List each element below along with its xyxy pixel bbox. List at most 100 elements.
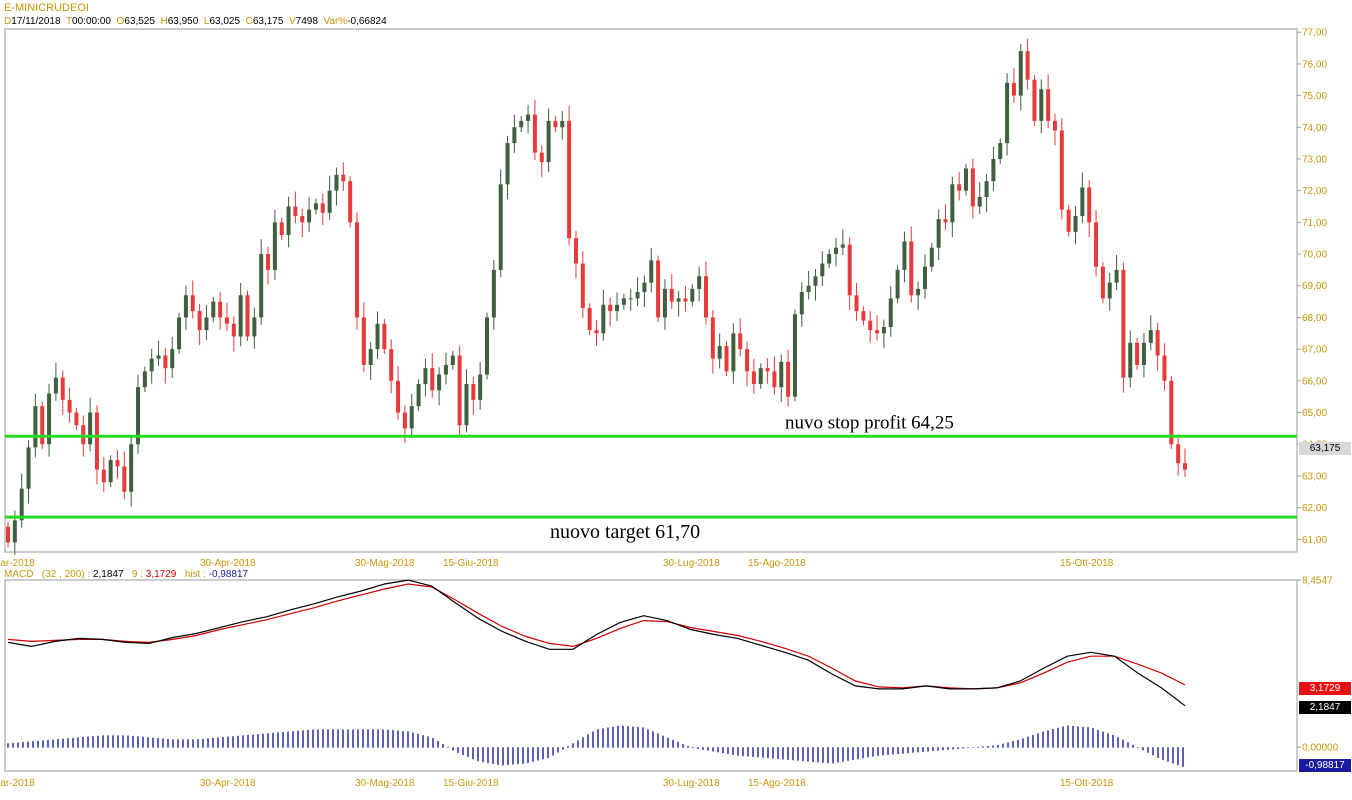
candle-body <box>888 298 893 327</box>
y-tick-label: 71,00 <box>1302 218 1327 229</box>
candle-body <box>67 399 72 413</box>
candle-body <box>252 317 257 337</box>
macd-info-bar: MACD (32 , 200) : 2,1847 9 : 3,1729 hist… <box>4 569 248 580</box>
candle-body <box>594 330 599 334</box>
candle-body <box>936 219 941 248</box>
x-tick-label: 30-Mag-2018 <box>355 558 415 569</box>
y-tick-label: 67,00 <box>1302 345 1327 356</box>
candle-body <box>697 276 702 289</box>
candle-body <box>1032 79 1037 121</box>
candle-body <box>122 466 127 492</box>
date-value: 17/11/2018 <box>11 16 61 27</box>
candle-body <box>464 384 469 426</box>
y-tick-label: 66,00 <box>1302 376 1327 387</box>
candle-body <box>443 364 448 375</box>
x-tick-label: Mar-2018 <box>0 558 35 569</box>
x-tick-label: 15-Giu-2018 <box>443 558 499 569</box>
candle-body <box>33 406 38 448</box>
volume-value: 7498 <box>295 16 318 27</box>
candle-body <box>820 263 825 277</box>
candle-body <box>485 317 490 375</box>
candle-body <box>1005 82 1010 144</box>
candle-body <box>628 298 633 300</box>
candle-body <box>293 206 298 217</box>
candle-body <box>53 377 58 394</box>
candle-body <box>1169 380 1174 445</box>
candle-body <box>943 219 948 223</box>
candle-body <box>1039 89 1044 121</box>
macd-y-tick-label: 0,00000 <box>1302 743 1339 754</box>
candle-body <box>450 355 455 365</box>
var-label: Var% <box>323 16 348 27</box>
candle-body <box>409 406 414 429</box>
candle-body <box>163 355 168 369</box>
high-value: 63,950 <box>167 16 199 27</box>
macd-params: (32 , 200) : <box>41 569 91 580</box>
candle-body <box>402 412 407 429</box>
candle-body <box>94 412 99 470</box>
candle-body <box>690 288 695 302</box>
close-value: 63,175 <box>252 16 284 27</box>
candle-body <box>423 368 428 385</box>
candle-body <box>183 295 188 318</box>
candle-body <box>1141 342 1146 365</box>
candle-body <box>1018 51 1023 96</box>
candle-body <box>772 371 777 388</box>
x-tick-label: 30-Lug-2018 <box>663 558 720 569</box>
time-value: 00:00:00 <box>72 16 111 27</box>
candle-body <box>546 120 551 163</box>
candle-body <box>751 371 756 385</box>
candle-body <box>758 368 763 385</box>
candle-body <box>149 358 154 372</box>
candle-body <box>717 345 722 359</box>
y-tick-label: 72,00 <box>1302 186 1327 197</box>
y-tick-label: 68,00 <box>1302 313 1327 324</box>
candle-body <box>710 317 715 359</box>
x-tick-label-lower: 30-Lug-2018 <box>663 778 720 789</box>
candle-body <box>1121 269 1126 378</box>
candle-body <box>895 269 900 299</box>
candle-body <box>799 292 804 315</box>
candle-body <box>389 349 394 381</box>
candle-body <box>320 203 325 213</box>
candle-body <box>327 190 332 213</box>
candle-body <box>259 254 264 318</box>
candle-body <box>1162 355 1167 381</box>
candle-body <box>854 295 859 312</box>
y-tick-label: 74,00 <box>1302 123 1327 134</box>
candle-body <box>560 120 565 128</box>
candle-body <box>703 276 708 318</box>
candle-body <box>683 298 688 302</box>
candle-body <box>929 247 934 267</box>
y-tick-label: 65,00 <box>1302 408 1327 419</box>
candle-body <box>170 349 175 369</box>
volume-label: V <box>288 16 296 27</box>
candle-body <box>6 526 10 543</box>
candle-body <box>813 276 818 286</box>
candle-body <box>19 488 24 521</box>
candle-body <box>81 425 86 445</box>
candle-body <box>129 444 134 492</box>
candle-body <box>430 368 435 391</box>
candle-body <box>662 288 667 318</box>
candle-body <box>779 361 784 388</box>
candle-body <box>313 203 318 210</box>
macd-panel-frame <box>4 579 1298 772</box>
candle-body <box>1025 51 1030 80</box>
candle-body <box>1059 130 1064 210</box>
close-label: C <box>245 16 253 27</box>
hist-value: -0,98817 <box>208 569 249 580</box>
macd-y-tick-label: 8,4547 <box>1302 576 1333 587</box>
x-tick-label: 15-Ago-2018 <box>748 558 806 569</box>
candle-body <box>1176 444 1181 464</box>
candle-body <box>300 216 305 223</box>
x-tick-label-lower: 30-Mag-2018 <box>355 778 415 789</box>
candle-body <box>635 292 640 299</box>
candle-body <box>197 311 202 331</box>
candle-body <box>806 285 811 293</box>
candle-body <box>1183 463 1187 470</box>
candle-body <box>74 412 79 426</box>
ohlc-info-bar: D17/11/2018 T00:00:00 O63,525 H63,950 L6… <box>4 16 387 27</box>
candle-body <box>416 384 421 407</box>
